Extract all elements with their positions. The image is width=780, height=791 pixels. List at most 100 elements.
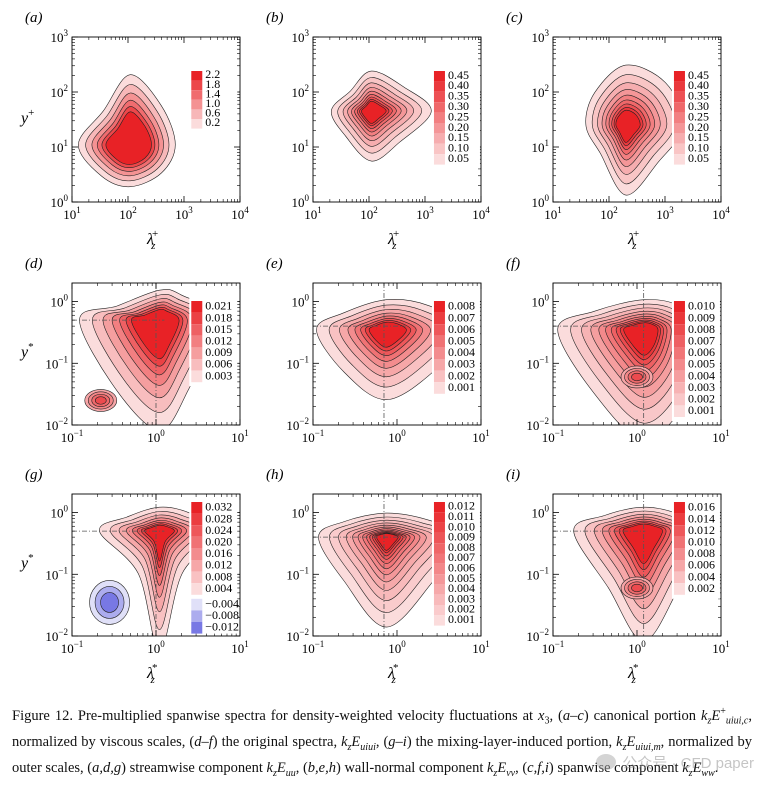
colorbar-label: 0.25 xyxy=(688,109,709,123)
colorbar-g: 0.0320.0280.0240.0200.0160.0120.0080.004… xyxy=(189,498,239,634)
colorbar-label: 0.003 xyxy=(448,357,475,371)
colorbar-label: 0.35 xyxy=(448,89,469,103)
colorbar-a: 2.21.81.41.00.60.2 xyxy=(189,67,238,133)
y-tick-label: 10−1 xyxy=(45,354,68,371)
contour-level-0.45 xyxy=(361,100,387,124)
colorbar-swatch xyxy=(673,560,685,572)
x-axis-label: λ+ z xyxy=(627,228,639,252)
colorbar-swatch xyxy=(433,335,445,348)
y-tick-label: 103 xyxy=(532,28,550,45)
panel-label: (f) xyxy=(506,256,520,272)
colorbar-label: 0.016 xyxy=(688,500,715,514)
colorbar-label: 1.8 xyxy=(205,77,220,91)
colorbar-label: 0.35 xyxy=(688,89,709,103)
x-tick-label: 100 xyxy=(388,639,406,656)
colorbar-swatch xyxy=(433,91,445,103)
colorbar-label: 0.006 xyxy=(448,561,475,575)
x-axis-label: λ* z xyxy=(627,662,638,686)
colorbar-label: 0.014 xyxy=(688,511,715,525)
colorbar-label: 0.028 xyxy=(205,511,232,525)
colorbar-label: 0.002 xyxy=(688,392,715,406)
colorbar-swatch xyxy=(433,143,445,155)
colorbar-swatch xyxy=(433,71,445,82)
colorbar-swatch xyxy=(191,359,203,371)
colorbar-swatch xyxy=(673,312,685,325)
y-tick-label: 101 xyxy=(292,138,310,155)
y-axis-label: y* xyxy=(19,341,34,361)
colorbar-label: 0.45 xyxy=(448,68,469,82)
colorbar-swatch xyxy=(433,112,445,123)
contours-e xyxy=(316,299,467,401)
colorbar-swatch xyxy=(673,154,685,165)
colorbar-swatch xyxy=(673,91,685,103)
x-tick-label: 102 xyxy=(119,205,137,222)
colorbar-label: 2.2 xyxy=(205,67,220,81)
colorbar-label: 0.2 xyxy=(205,115,220,129)
y-tick-label: 103 xyxy=(51,28,69,45)
colorbar-label: 0.010 xyxy=(688,299,715,313)
colorbar-swatch xyxy=(673,102,685,113)
colorbar-swatch xyxy=(191,370,203,383)
colorbar-swatch xyxy=(433,324,445,336)
colorbar-label: 0.006 xyxy=(688,558,715,572)
x-tick-label: 10−1 xyxy=(302,639,325,656)
colorbar-label: 0.004 xyxy=(205,581,232,595)
watermark: 公众号 · CFD paper xyxy=(596,752,754,773)
colorbar-label: 0.002 xyxy=(448,602,475,616)
x-tick-label: 103 xyxy=(416,205,434,222)
x-tick-label: 101 xyxy=(472,428,490,445)
panel-label: (c) xyxy=(506,10,523,26)
y-tick-label: 10−1 xyxy=(45,565,68,582)
colorbar-swatch xyxy=(191,560,203,572)
colorbar-swatch xyxy=(433,123,445,134)
colorbar-swatch xyxy=(673,133,685,144)
contour-level-0.021 xyxy=(131,309,180,360)
y-tick-label: 101 xyxy=(532,138,550,155)
colorbar-label: 0.004 xyxy=(688,368,715,382)
colorbar-label: 0.009 xyxy=(448,530,475,544)
colorbar-label: 0.05 xyxy=(688,151,709,165)
x-tick-label: 104 xyxy=(231,205,249,222)
colorbar-label-negative: −0.004 xyxy=(205,597,239,611)
colorbar-swatch xyxy=(673,525,685,537)
x-tick-label: 104 xyxy=(712,205,730,222)
x-tick-label: 100 xyxy=(147,639,165,656)
colorbar-swatch xyxy=(433,301,445,313)
colorbar-label: 0.002 xyxy=(688,581,715,595)
x-tick-label: 10−1 xyxy=(302,428,325,445)
colorbar-swatch xyxy=(673,81,685,92)
panel-f: 10−1 100 10110−210−1100(f)0.0100.0090.0080… xyxy=(506,256,730,445)
colorbar-label-negative: −0.008 xyxy=(205,608,239,622)
contours-h xyxy=(318,512,467,628)
x-tick-label: 10−1 xyxy=(61,428,84,445)
colorbar-label: 0.008 xyxy=(688,322,715,336)
colorbar-label: 0.30 xyxy=(688,99,709,113)
colorbar-swatch xyxy=(433,347,445,359)
colorbar-swatch xyxy=(433,312,445,325)
colorbar-label: 0.05 xyxy=(448,151,469,165)
colorbar-label: 0.018 xyxy=(205,310,232,324)
colorbar-label: 0.008 xyxy=(448,540,475,554)
secondary-peak-contour xyxy=(94,396,107,405)
colorbar-swatch xyxy=(673,405,685,417)
colorbar-swatch xyxy=(191,347,203,359)
x-tick-label: 100 xyxy=(628,428,646,445)
colorbar-swatch xyxy=(433,133,445,144)
colorbar-swatch xyxy=(433,605,445,616)
x-tick-label: 101 xyxy=(63,205,81,222)
colorbar-swatch xyxy=(433,512,445,523)
contour-level-0.45 xyxy=(615,109,641,143)
colorbar-swatch xyxy=(433,502,445,513)
colorbar-swatch xyxy=(673,324,685,336)
colorbar-label: 0.009 xyxy=(205,345,232,359)
y-tick-label: 10−1 xyxy=(526,354,549,371)
colorbar-label: 0.002 xyxy=(448,368,475,382)
secondary-peak-contour xyxy=(631,583,643,593)
colorbar-label: 0.015 xyxy=(205,322,232,336)
colorbar-swatch xyxy=(191,536,203,549)
